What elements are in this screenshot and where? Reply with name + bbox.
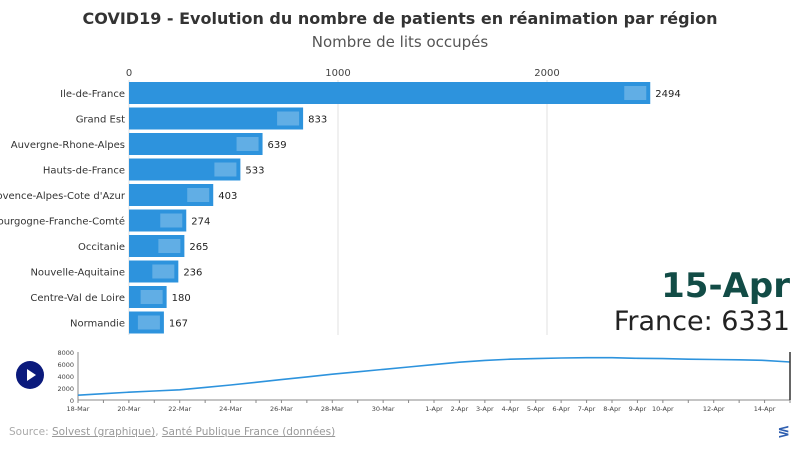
x-tick-label: 3-Apr xyxy=(476,405,494,413)
y-tick-label: 2000 xyxy=(57,385,74,393)
flourish-logo-icon[interactable]: ≶ xyxy=(777,422,790,440)
x-tick-label: 1000 xyxy=(325,68,350,79)
source-link-solvest[interactable]: Solvest (graphique) xyxy=(51,426,156,438)
chart-subtitle: Nombre de lits occupés xyxy=(311,33,489,51)
x-tick-label: 5-Apr xyxy=(527,405,545,413)
x-tick-label: 2000 xyxy=(534,68,559,79)
x-tick-label: 28-Mar xyxy=(321,405,344,413)
x-tick-label: 6-Apr xyxy=(552,405,570,413)
x-tick-label: 8-Apr xyxy=(603,405,621,413)
bar xyxy=(129,286,167,308)
bar-value: 236 xyxy=(183,268,202,279)
x-tick-label: 10-Apr xyxy=(652,405,674,413)
bar-label: Centre-Val de Loire xyxy=(30,293,125,304)
bar-label: Nouvelle-Aquitaine xyxy=(30,268,125,279)
bar xyxy=(129,235,185,257)
y-tick-label: 4000 xyxy=(57,373,74,381)
total-line xyxy=(77,356,791,396)
bar-label: Ile-de-France xyxy=(60,89,125,100)
x-tick-label: 20-Mar xyxy=(117,405,140,413)
bar xyxy=(129,158,241,181)
x-tick-label: 4-Apr xyxy=(501,405,519,413)
play-button[interactable] xyxy=(16,361,44,389)
x-tick-label: 1-Apr xyxy=(425,405,443,413)
bar-value: 833 xyxy=(308,115,327,126)
region-logo xyxy=(158,239,181,253)
x-tick-label: 12-Apr xyxy=(703,405,725,413)
y-tick-label: 8000 xyxy=(57,349,74,357)
x-tick-label: 24-Mar xyxy=(219,405,242,413)
bar-value: 180 xyxy=(172,293,191,304)
bar-value: 265 xyxy=(189,242,208,253)
bar xyxy=(129,260,179,283)
bar-value: 403 xyxy=(218,191,237,202)
bar-value: 167 xyxy=(169,319,188,330)
total-label: France: 6331 xyxy=(613,306,790,337)
bar-label: Grand Est xyxy=(76,115,125,126)
region-logo xyxy=(140,290,163,304)
bar-label: Normandie xyxy=(70,319,125,330)
x-tick-label: 14-Apr xyxy=(754,405,776,413)
x-tick-label: 0 xyxy=(126,68,132,79)
bar-value: 274 xyxy=(191,217,210,228)
current-date: 15-Apr xyxy=(661,266,790,306)
region-logo xyxy=(624,86,647,100)
bar xyxy=(129,107,304,130)
x-tick-label: 30-Mar xyxy=(372,405,395,413)
chart-title: COVID19 - Evolution du nombre de patient… xyxy=(82,9,718,28)
bar xyxy=(129,82,651,104)
x-tick-label: 22-Mar xyxy=(168,405,191,413)
region-logo xyxy=(152,264,175,279)
source-footer: Source: Solvest (graphique), Santé Publi… xyxy=(9,426,335,438)
bar-chart: 0 1000 2000 Ile-de-France 2494 Grand Est 833 Au… xyxy=(0,68,681,335)
bar xyxy=(129,184,214,206)
region-logo xyxy=(277,111,300,126)
bar-label: Hauts-de-France xyxy=(43,166,125,177)
region-logo xyxy=(187,188,210,202)
x-tick-label: 26-Mar xyxy=(270,405,293,413)
region-logo xyxy=(236,137,259,151)
x-tick-label: 2-Apr xyxy=(451,405,469,413)
bar xyxy=(129,133,263,155)
source-link-sante-publique[interactable]: Santé Publique France (données) xyxy=(161,426,336,438)
bar-label: Provence-Alpes-Cote d'Azur xyxy=(0,191,126,202)
bar-value: 2494 xyxy=(655,89,680,100)
source-prefix: Source: xyxy=(9,426,52,438)
region-logo xyxy=(214,162,237,177)
y-tick-label: 0 xyxy=(70,397,74,405)
x-tick-label: 18-Mar xyxy=(67,405,90,413)
region-logo xyxy=(160,213,183,228)
region-logo xyxy=(137,315,160,330)
bar-value: 533 xyxy=(245,166,264,177)
bar-label: Auvergne-Rhone-Alpes xyxy=(11,140,125,151)
bar xyxy=(129,311,164,334)
x-tick-label: 7-Apr xyxy=(578,405,596,413)
y-tick-label: 6000 xyxy=(57,361,74,369)
timeline-chart[interactable]: 0 2000 4000 6000 8000 18-Mar 20-Mar 22-Mar 24-Ma… xyxy=(0,345,800,415)
bar-value: 639 xyxy=(268,140,287,151)
bar-label: Bourgogne-Franche-Comté xyxy=(0,216,125,228)
source-separator: , xyxy=(155,426,162,438)
bar xyxy=(129,209,187,232)
x-tick-label: 9-Apr xyxy=(629,405,647,413)
bar-label: Occitanie xyxy=(78,242,125,253)
